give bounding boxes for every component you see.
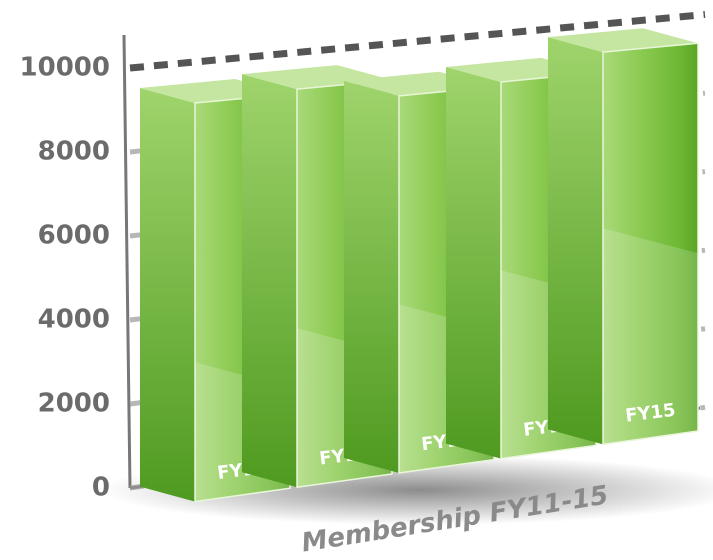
bar-side (548, 37, 603, 445)
bar-side (446, 66, 501, 459)
y-tick-label: 4000 (38, 305, 110, 335)
bar (602, 42, 699, 446)
y-tick-label: 0 (92, 473, 110, 503)
bar-side (242, 74, 297, 488)
bar-side (140, 88, 195, 502)
grid-line (129, 11, 706, 72)
bar-group: FY15 (548, 28, 699, 446)
y-tick-label: 10000 (20, 53, 110, 83)
y-tick-label: 8000 (38, 137, 110, 167)
bar-side (344, 80, 399, 473)
y-axis (122, 34, 132, 489)
y-tick-label: 2000 (38, 389, 110, 419)
bar-gloss (603, 228, 698, 445)
y-tick-label: 6000 (38, 221, 110, 251)
